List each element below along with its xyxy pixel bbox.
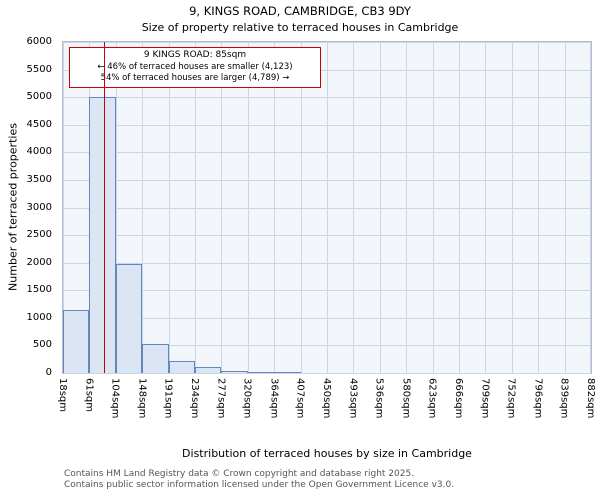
x-gridline — [432, 42, 434, 373]
histogram-bar — [168, 361, 195, 373]
x-tick-label: 796sqm — [532, 378, 544, 419]
footer-attribution-line2: Contains public sector information licen… — [64, 480, 455, 491]
histogram-bar — [89, 97, 116, 373]
y-tick-label: 3500 — [26, 173, 52, 185]
x-tick-label: 191sqm — [162, 378, 174, 419]
x-gridline — [327, 42, 328, 373]
y-tick-label: 2000 — [26, 256, 52, 268]
histogram-bar — [63, 309, 90, 373]
x-gridline — [300, 42, 302, 373]
x-gridline — [247, 42, 249, 373]
x-gridline — [142, 42, 144, 373]
y-tick-label: 3000 — [26, 201, 52, 213]
x-tick-label: 839sqm — [558, 378, 570, 419]
x-gridline — [459, 42, 460, 373]
x-tick-label: 104sqm — [109, 378, 121, 419]
y-gridline — [63, 373, 591, 374]
x-gridline — [353, 42, 355, 373]
x-tick-label: 666sqm — [453, 378, 464, 419]
histogram-bar — [274, 372, 301, 374]
y-tick-label: 1500 — [26, 284, 52, 296]
x-gridline — [564, 42, 566, 373]
x-tick-label: 364sqm — [268, 378, 280, 419]
x-axis-label: Distribution of terraced houses by size … — [182, 447, 472, 460]
x-tick-label: 882sqm — [585, 378, 596, 419]
x-gridline — [406, 42, 408, 373]
x-tick-label: 709sqm — [479, 378, 491, 419]
x-tick-label: 536sqm — [373, 378, 385, 419]
annotation-property-line: 9 KINGS ROAD: 85sqm — [143, 50, 247, 60]
y-tick-label: 0 — [45, 367, 52, 378]
histogram-bar — [115, 264, 143, 373]
x-tick-label: 61sqm — [83, 378, 95, 413]
y-tick-label: 500 — [32, 339, 52, 351]
property-size-marker-line — [103, 42, 106, 373]
chart-subtitle: Size of property relative to terraced ho… — [141, 21, 459, 34]
x-tick-label: 407sqm — [294, 378, 306, 419]
x-tick-label: 450sqm — [321, 378, 332, 419]
x-tick-label: 148sqm — [136, 378, 148, 419]
x-gridline — [221, 42, 223, 373]
x-gridline — [379, 42, 381, 373]
y-tick-label: 4500 — [26, 118, 52, 130]
x-axis-ticks: 18sqm 61sqm 104sqm 148sqm 191sqm 234sqm 277sqm… — [0, 378, 600, 446]
footer: Contains HM Land Registry data © Crown c… — [64, 469, 454, 492]
histogram-bar — [142, 344, 169, 373]
annotation-box: 9 KINGS ROAD: 85sqm ← 46% of terraced ho… — [69, 47, 321, 88]
x-gridline — [511, 42, 513, 373]
footer-attribution-line1: Contains HM Land Registry data © Crown c… — [64, 469, 415, 479]
x-tick-label: 623sqm — [426, 378, 438, 419]
x-tick-label: 580sqm — [400, 378, 412, 419]
x-gridline — [590, 42, 591, 373]
x-gridline — [168, 42, 170, 373]
y-tick-label: 4000 — [26, 146, 52, 158]
y-tick-label: 5500 — [26, 63, 52, 75]
y-axis-ticks: 0 500 1000 1500 2000 2500 3000 3500 4000 4500 5000… — [0, 36, 57, 381]
chart-title: 9, KINGS ROAD, CAMBRIDGE, CB3 9DY — [189, 4, 411, 18]
x-gridline — [195, 42, 196, 373]
histogram-bar — [247, 371, 275, 373]
annotation-smaller-line: ← 46% of terraced houses are smaller (4,… — [97, 61, 293, 72]
x-gridline — [274, 42, 276, 373]
y-tick-label: 1000 — [26, 311, 52, 323]
histogram-bar — [221, 370, 248, 373]
x-gridline — [485, 42, 487, 373]
x-gridline — [115, 42, 117, 373]
x-gridline — [538, 42, 540, 373]
histogram-bar — [195, 367, 222, 373]
y-tick-label: 5000 — [26, 91, 52, 103]
x-tick-label: 752sqm — [505, 378, 517, 419]
x-tick-label: 493sqm — [347, 378, 359, 419]
y-tick-label: 2500 — [26, 229, 52, 241]
annotation-larger-line: 54% of terraced houses are larger (4,789… — [100, 72, 290, 83]
x-tick-label: 320sqm — [241, 378, 253, 419]
x-gridline — [63, 42, 64, 373]
plot-area: 9 KINGS ROAD: 85sqm ← 46% of terraced ho… — [62, 41, 592, 374]
x-tick-label: 234sqm — [189, 378, 200, 419]
x-tick-label: 277sqm — [215, 378, 227, 419]
x-tick-label: 18sqm — [57, 378, 68, 413]
y-tick-label: 6000 — [26, 36, 52, 47]
